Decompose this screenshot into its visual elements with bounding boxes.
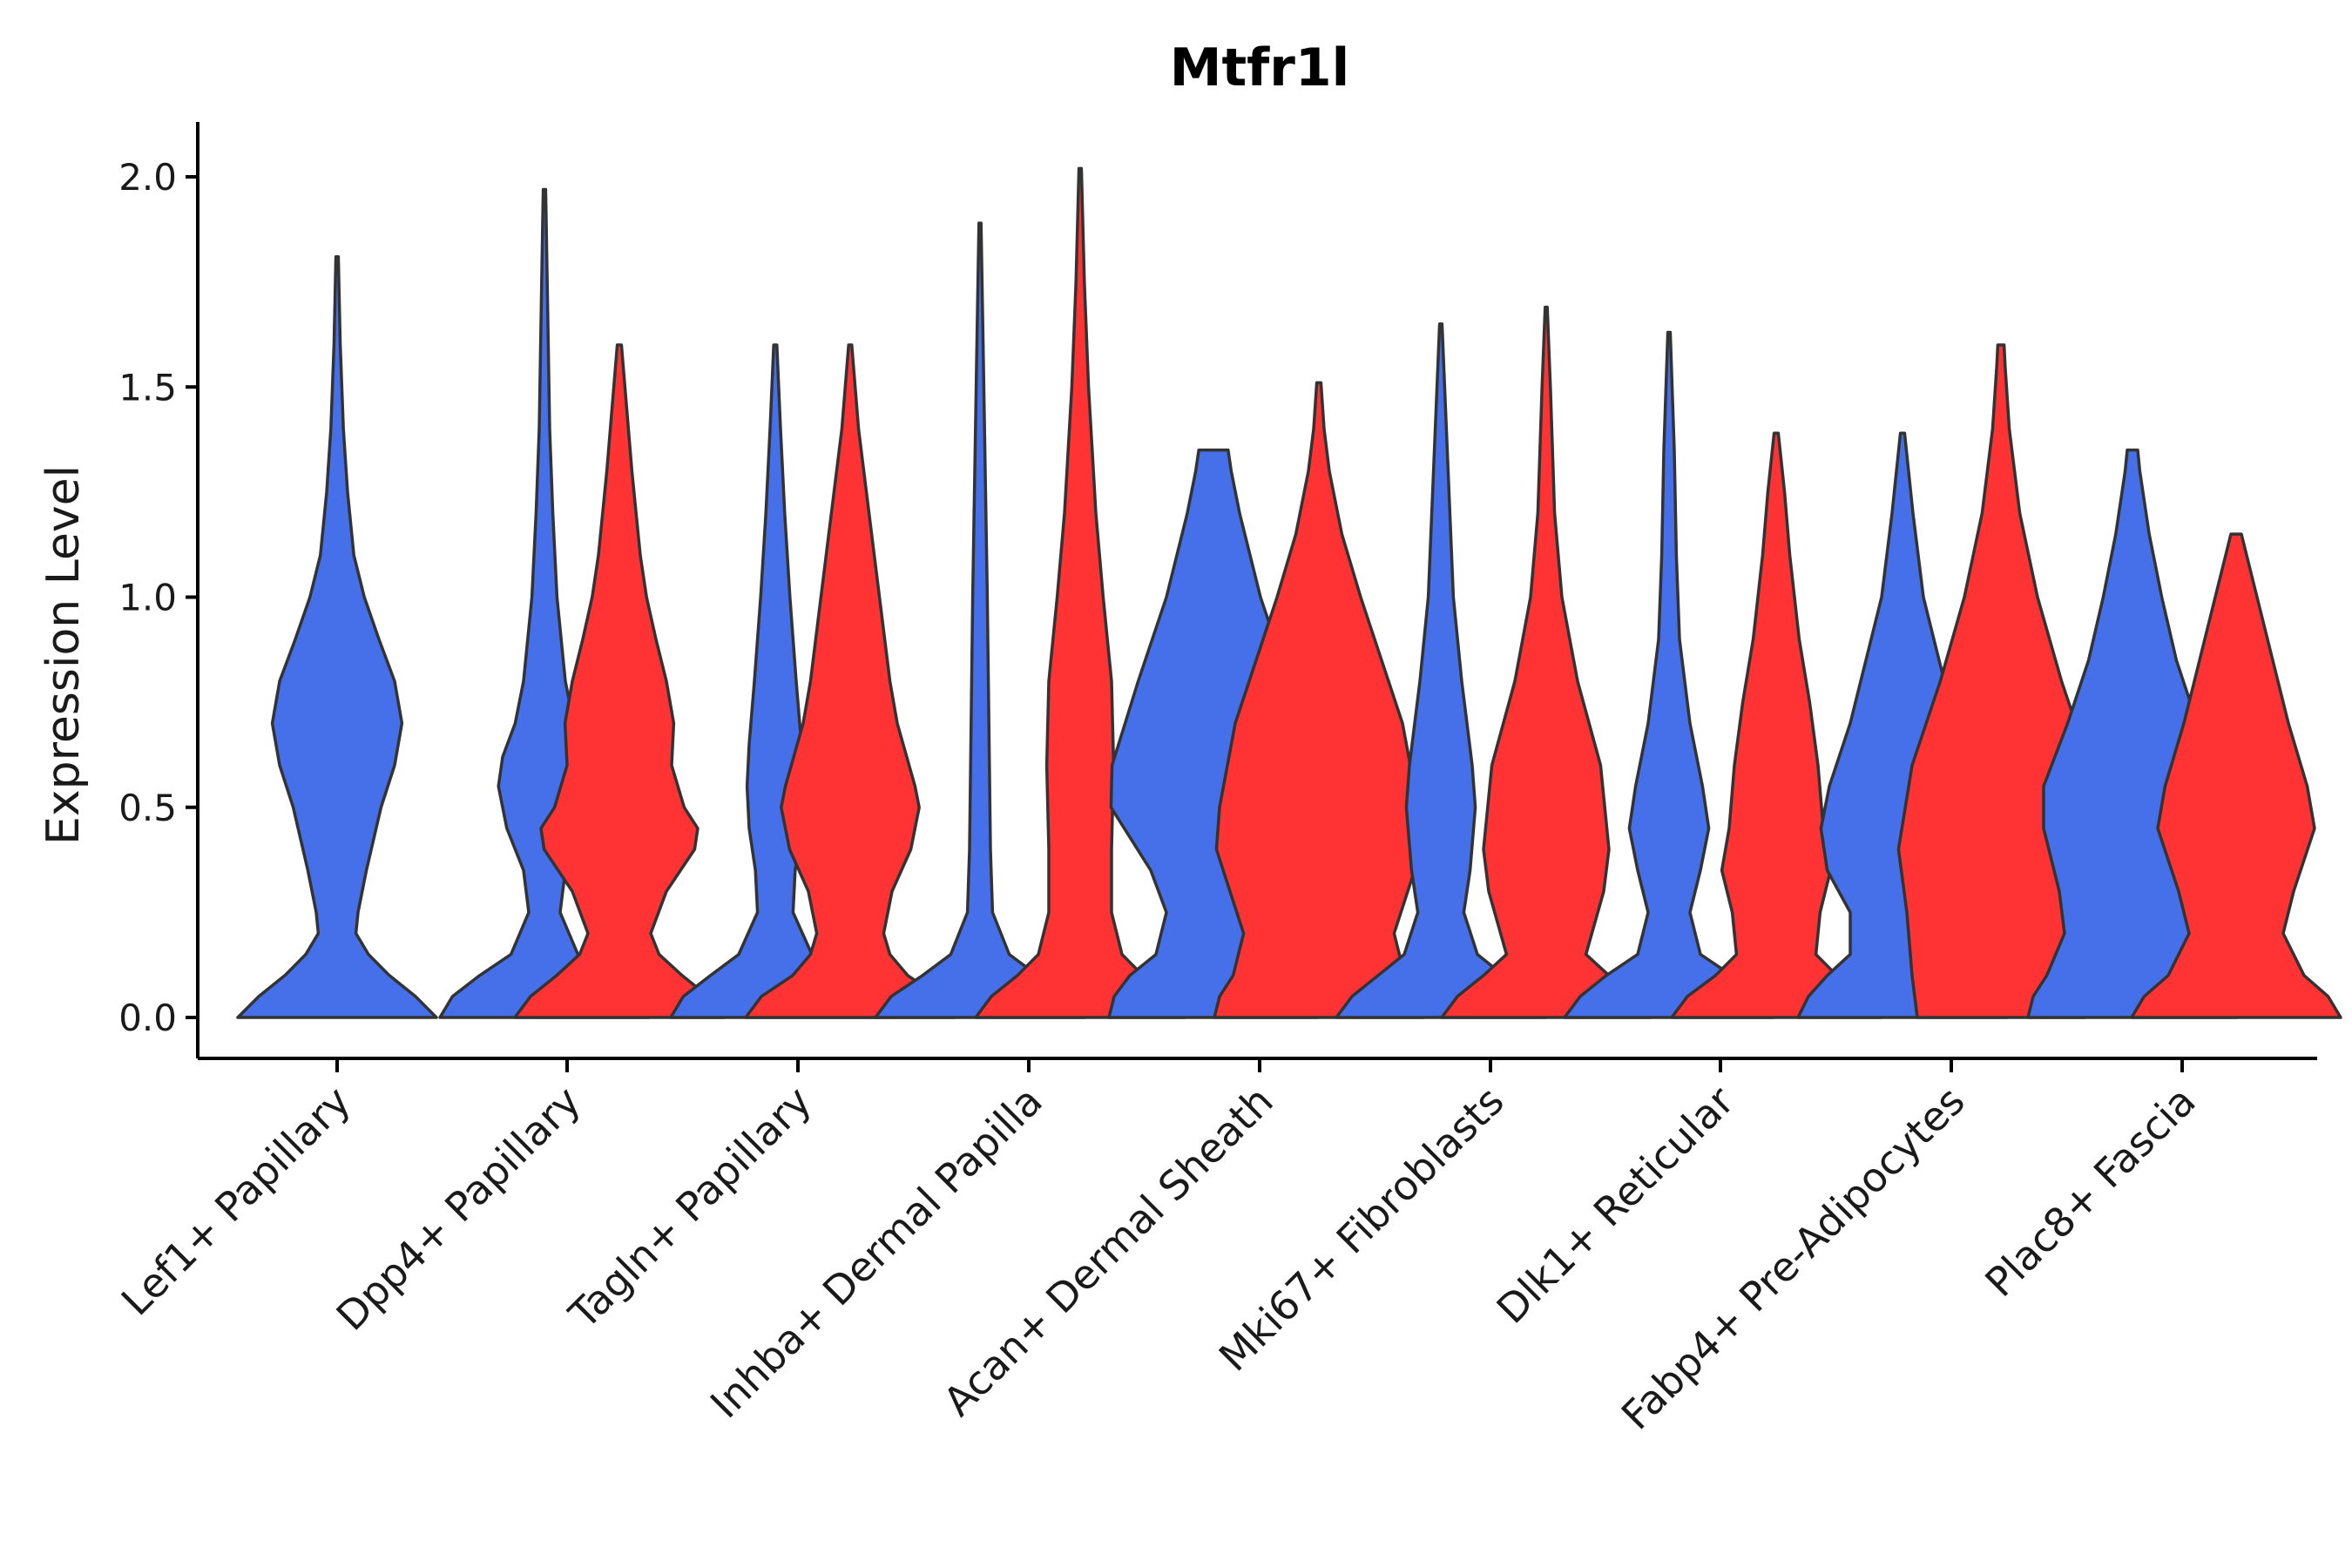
violin-4-group2 [974, 166, 1186, 1019]
x-tick-label: Dpp4+ Papillary [328, 1078, 590, 1340]
violin-9-group2 [2130, 532, 2342, 1019]
y-tick-label: 1.5 [118, 366, 177, 409]
x-tick-label: Lef1+ Papillary [112, 1078, 360, 1325]
violin-6-group2 [1440, 305, 1652, 1019]
violin-2-group2 [513, 343, 726, 1019]
y-tick-label: 1.0 [118, 577, 177, 619]
violin-4-group1 [874, 221, 1086, 1019]
violin-5-group2 [1213, 381, 1425, 1019]
x-tick-label: Dlk1+ Reticular [1488, 1078, 1743, 1333]
y-tick-label: 0.0 [118, 997, 177, 1039]
violin-6-group1 [1335, 322, 1547, 1019]
violin-1-group1 [236, 254, 438, 1019]
violin-7-group1 [1563, 330, 1775, 1019]
x-tick-label: Plac8+ Fascia [1976, 1078, 2204, 1306]
x-tick-label: Tagln+ Papillary [559, 1078, 821, 1339]
y-axis: 0.0 0.5 1.0 1.5 2.0 [118, 122, 199, 1058]
violin-3-group1 [669, 343, 882, 1019]
violin-series [236, 166, 2342, 1019]
y-tick-label: 0.5 [118, 787, 177, 829]
y-axis-label: Expression Level [37, 465, 90, 845]
chart-title: Mtfr1l [1170, 37, 1349, 98]
violin-3-group2 [744, 343, 956, 1019]
y-tick-label: 2.0 [118, 156, 177, 199]
